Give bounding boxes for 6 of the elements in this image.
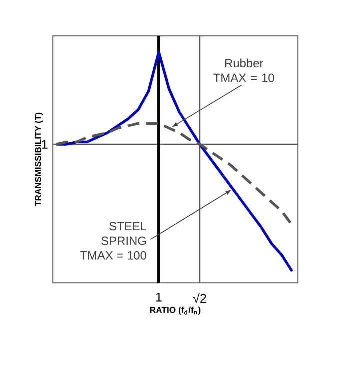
ref-line-label: 1: [42, 140, 48, 149]
annotation: STEEL SPRING TMAX = 100: [80, 222, 147, 260]
x-tick-label: √2: [193, 293, 206, 304]
x-axis-title: RATIO (f$_{d}$/f$_{n}$): [150, 306, 201, 315]
annotation: Rubber TMAX = 10: [214, 58, 274, 82]
y-axis-title: TRANSMISSIBILITY (T): [34, 112, 43, 206]
